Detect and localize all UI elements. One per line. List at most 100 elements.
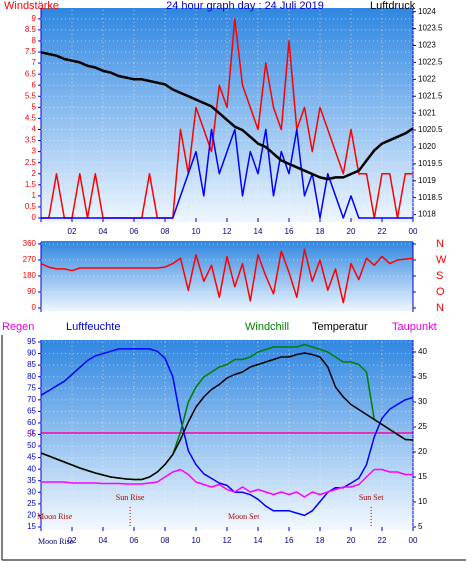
- y-tick-label: 55: [27, 430, 36, 439]
- y2-tick-label: 5: [418, 522, 423, 531]
- y-tick-label: 0: [32, 303, 37, 312]
- title: 24 hour graph day : 24 Juli 2019: [166, 0, 324, 12]
- y-tick-label: 0.5: [25, 202, 37, 211]
- x-tick-label: 20: [347, 227, 356, 236]
- event-label: Sun Rise: [116, 493, 145, 502]
- y2-tick-label: O: [436, 286, 445, 298]
- y-tick-label: 80: [27, 372, 36, 381]
- y-tick-label: 40: [27, 464, 36, 473]
- series-line: [40, 348, 414, 517]
- y2-tick-label: 1019: [418, 176, 436, 185]
- y2-tick-label: S: [436, 270, 443, 282]
- x-tick-label: 18: [316, 227, 325, 236]
- y2-tick-label: 1020.5: [418, 125, 443, 134]
- y-tick-label: 90: [27, 349, 36, 358]
- y-tick-label: 45: [27, 453, 36, 462]
- y-tick-label: 20: [27, 511, 36, 520]
- x-tick-label: 04: [99, 536, 108, 545]
- x-tick-label: 16: [285, 536, 294, 545]
- y2-tick-label: 1018: [418, 210, 436, 219]
- y2-tick-label: 1023.5: [418, 24, 443, 33]
- y-tick-label: 7.5: [25, 47, 37, 56]
- y-tick-label: 5.5: [25, 91, 37, 100]
- y2-tick-label: 25: [418, 422, 427, 431]
- x-tick-label: 18: [316, 536, 325, 545]
- y-tick-label: 70: [27, 395, 36, 404]
- x-tick-label: 12: [223, 536, 232, 545]
- y-tick-label: 3: [32, 147, 37, 156]
- y-tick-label: 90: [27, 287, 36, 296]
- y-tick-label: 4: [32, 125, 37, 134]
- x-tick-label: 14: [254, 536, 263, 545]
- x-tick-label: 06: [130, 227, 139, 236]
- x-tick-label: 20: [347, 536, 356, 545]
- panel-bg: [41, 241, 413, 311]
- y-tick-label: 2.5: [25, 158, 37, 167]
- y2-tick-label: 30: [418, 397, 427, 406]
- y-tick-label: 1: [32, 191, 37, 200]
- y-tick-label: 9: [32, 14, 37, 23]
- y-tick-label: 95: [27, 337, 36, 346]
- zero-label: 0: [30, 428, 35, 437]
- moon-set-label: Moon Set: [228, 512, 260, 521]
- series-line: [40, 352, 414, 481]
- y-tick-label: 25: [27, 499, 36, 508]
- series-line: [41, 128, 413, 219]
- y2-tick-label: W: [436, 254, 447, 266]
- y-tick-label: 8.5: [25, 25, 37, 34]
- y-tick-label: 60: [27, 418, 36, 427]
- x-tick-label: 12: [223, 227, 232, 236]
- wind-label: Windstärke: [4, 0, 59, 12]
- rain-label: Regen: [2, 321, 34, 333]
- x-tick-label: 10: [192, 536, 201, 545]
- y-tick-label: 1.5: [25, 180, 37, 189]
- x-tick-label: 22: [378, 536, 387, 545]
- moon-rise-label: Moon Rise: [37, 512, 73, 521]
- x-tick-label: 00: [409, 536, 418, 545]
- moon-rise-label: Moon Rise: [38, 537, 74, 546]
- y-tick-label: 65: [27, 406, 36, 415]
- y-tick-label: 30: [27, 487, 36, 496]
- y-tick-label: 50: [27, 441, 36, 450]
- y-tick-label: 75: [27, 383, 36, 392]
- y-tick-label: 4.5: [25, 114, 37, 123]
- y-tick-label: 360: [23, 239, 37, 248]
- y-tick-label: 7: [32, 58, 37, 67]
- y2-tick-label: 35: [418, 372, 427, 381]
- y2-tick-label: 40: [418, 347, 427, 356]
- y2-tick-label: N: [436, 302, 444, 314]
- y2-tick-label: N: [436, 238, 444, 250]
- y2-tick-label: 10: [418, 497, 427, 506]
- y2-tick-label: 20: [418, 447, 427, 456]
- y2-tick-label: 1024: [418, 7, 436, 16]
- x-tick-label: 08: [161, 536, 170, 545]
- series-line: [40, 248, 414, 304]
- y2-tick-label: 1018.5: [418, 193, 443, 202]
- x-tick-label: 00: [409, 227, 418, 236]
- x-tick-label: 08: [161, 227, 170, 236]
- y-tick-label: 35: [27, 476, 36, 485]
- temperature-label: Temperatur: [312, 321, 368, 333]
- series-line: [40, 51, 414, 181]
- x-tick-label: 22: [378, 227, 387, 236]
- y-tick-label: 180: [23, 271, 37, 280]
- windchill-label: Windchill: [245, 321, 289, 333]
- y2-tick-label: 1021: [418, 108, 436, 117]
- y-tick-label: 6.5: [25, 69, 37, 78]
- dewpoint-label: Taupunkt: [392, 321, 437, 333]
- y-tick-label: 6: [32, 80, 37, 89]
- y-tick-label: 5: [32, 102, 37, 111]
- series-line: [41, 468, 413, 498]
- y2-tick-label: 1022.5: [418, 58, 443, 67]
- event-label: Sun Set: [359, 493, 384, 502]
- y-tick-label: 2: [32, 169, 37, 178]
- y-tick-label: 3.5: [25, 136, 37, 145]
- y2-tick-label: 1019.5: [418, 159, 443, 168]
- y2-tick-label: 1020: [418, 142, 436, 151]
- x-tick-label: 06: [130, 536, 139, 545]
- x-tick-label: 16: [285, 227, 294, 236]
- x-tick-label: 02: [68, 227, 77, 236]
- y-tick-label: 270: [23, 255, 37, 264]
- y-tick-label: 8: [32, 36, 37, 45]
- humidity-label: Luftfeuchte: [66, 321, 120, 333]
